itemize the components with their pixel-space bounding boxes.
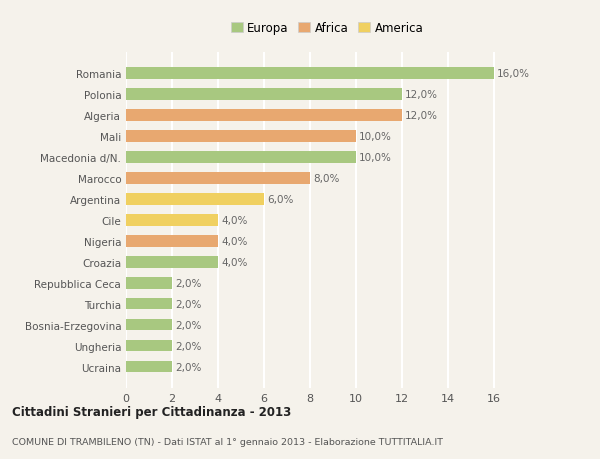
Text: 4,0%: 4,0% <box>221 215 248 225</box>
Legend: Europa, Africa, America: Europa, Africa, America <box>227 18 427 39</box>
Text: COMUNE DI TRAMBILENO (TN) - Dati ISTAT al 1° gennaio 2013 - Elaborazione TUTTITA: COMUNE DI TRAMBILENO (TN) - Dati ISTAT a… <box>12 437 443 446</box>
Bar <box>126 361 172 373</box>
Text: 12,0%: 12,0% <box>405 90 438 100</box>
Bar <box>126 298 172 310</box>
Text: 10,0%: 10,0% <box>359 132 392 141</box>
Text: 4,0%: 4,0% <box>221 257 248 267</box>
Bar <box>126 257 218 268</box>
Bar <box>126 277 172 289</box>
Bar <box>126 319 172 331</box>
Text: 2,0%: 2,0% <box>175 299 202 309</box>
Bar <box>126 340 172 352</box>
Text: 2,0%: 2,0% <box>175 341 202 351</box>
Text: 16,0%: 16,0% <box>497 69 530 79</box>
Text: 2,0%: 2,0% <box>175 278 202 288</box>
Text: Cittadini Stranieri per Cittadinanza - 2013: Cittadini Stranieri per Cittadinanza - 2… <box>12 405 291 419</box>
Text: 12,0%: 12,0% <box>405 111 438 121</box>
Text: 10,0%: 10,0% <box>359 152 392 162</box>
Bar <box>126 110 401 121</box>
Bar <box>126 214 218 226</box>
Bar <box>126 131 356 142</box>
Bar <box>126 152 356 163</box>
Bar <box>126 173 310 184</box>
Text: 4,0%: 4,0% <box>221 236 248 246</box>
Text: 8,0%: 8,0% <box>313 174 340 184</box>
Text: 2,0%: 2,0% <box>175 362 202 372</box>
Bar <box>126 89 401 101</box>
Bar <box>126 194 264 205</box>
Bar <box>126 235 218 247</box>
Bar <box>126 68 494 79</box>
Text: 2,0%: 2,0% <box>175 320 202 330</box>
Text: 6,0%: 6,0% <box>267 195 293 204</box>
